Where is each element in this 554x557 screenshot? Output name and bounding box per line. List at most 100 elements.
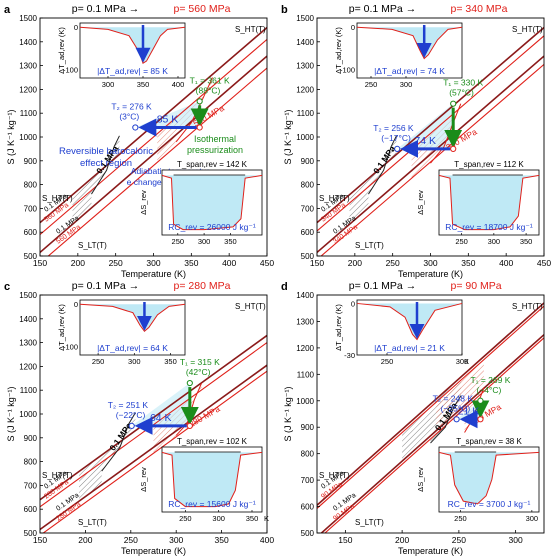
inset-curve	[438, 451, 540, 505]
inset-rc-label: RC_rev = 3700 J kg⁻¹	[448, 499, 531, 509]
y-tick-label: 1500	[19, 291, 37, 300]
inset-curve	[161, 174, 263, 231]
inset-y-label: ΔS_rev	[416, 467, 425, 492]
reversible-region	[397, 103, 454, 149]
inset-x-tick-label: 300	[400, 80, 413, 89]
y-tick-label: 800	[24, 458, 38, 467]
y-tick-label: 700	[24, 481, 38, 490]
label-s-ht-right: S_HT(T)	[512, 25, 543, 34]
label-t1: T₁ = 269 K	[470, 375, 510, 385]
point-base	[196, 124, 203, 131]
point-t1	[186, 379, 193, 387]
inset-x-tick-label: 350	[164, 357, 177, 366]
series-line-0	[317, 26, 544, 224]
label-t2-sub: (−25°C)	[441, 403, 471, 413]
label-t2-sub: (−22°C)	[116, 410, 146, 420]
x-axis-label: Temperature (K)	[398, 269, 463, 279]
label-s-lt-left: S_LT(T)	[355, 518, 384, 527]
panel-title-left: p= 0.1 MPa →	[72, 280, 139, 292]
y-tick-label: 800	[301, 181, 315, 190]
x-tick-label: 200	[71, 258, 85, 268]
inset-annotation: |ΔT_ad,rev| = 85 K	[97, 66, 168, 76]
label-s-ht-left: S_HT(T)	[319, 471, 350, 480]
inset-fill	[162, 175, 262, 230]
x-tick-label: 350	[215, 535, 229, 545]
y-tick-label: 1400	[296, 38, 314, 47]
label-s-ht-right: S_HT(T)	[235, 25, 266, 34]
panel-title-left: p= 0.1 MPa →	[349, 280, 416, 292]
label-t1: T₁ = 315 K	[180, 357, 220, 367]
inset-x-tick-label: 300	[526, 514, 539, 523]
inset-x-tick-label: 350	[520, 237, 533, 246]
y-axis-label: S (J K⁻¹ kg⁻¹)	[6, 109, 16, 164]
inset-curve	[438, 174, 540, 231]
label-s-ht-right: S_HT(T)	[235, 302, 266, 311]
inset-span-label: T_span,rev = 102 K	[177, 437, 248, 446]
inset-x-tick-label: 250	[179, 514, 192, 523]
label-t2: T₂ = 276 K	[111, 101, 152, 111]
label-t2: T₂ = 251 K	[108, 400, 149, 410]
transition-band-low	[349, 135, 397, 225]
inset-x-tick-label: 250	[92, 357, 105, 366]
label-t1: T₁ = 361 K	[190, 75, 230, 85]
inset-y-tick-label: -30	[344, 351, 355, 360]
x-tick-label: 400	[222, 258, 236, 268]
y-tick-label: 1300	[19, 62, 37, 71]
point-t2	[453, 416, 460, 423]
label-region-2: effect region	[80, 158, 132, 169]
label-s-ht-left: S_HT(T)	[42, 194, 73, 203]
x-tick-label: 200	[348, 258, 362, 268]
y-tick-label: 1400	[19, 315, 37, 324]
transition-band-low	[72, 135, 120, 225]
transition-band-low	[79, 412, 136, 502]
y-tick-label: 1300	[19, 339, 37, 348]
y-axis-label: S (J K⁻¹ kg⁻¹)	[283, 386, 293, 441]
inset-x-tick-label: 300	[128, 357, 141, 366]
y-tick-label: 1100	[20, 109, 38, 118]
x-tick-label: 200	[395, 535, 409, 545]
label-isothermal-2: pressurization	[187, 145, 243, 155]
inset-x-tick-label: 250	[454, 514, 467, 523]
series-line-1	[40, 364, 267, 531]
x-tick-label: 350	[184, 258, 198, 268]
x-tick-label: 450	[537, 258, 551, 268]
transition-curve-low	[430, 395, 462, 444]
y-tick-label: 500	[301, 529, 315, 538]
y-tick-label: 1200	[19, 362, 37, 371]
inset-curve	[161, 451, 263, 508]
point-t1	[477, 397, 484, 404]
y-tick-label: 1400	[19, 38, 37, 47]
inset-delta-s: 250 300 350 ΔS_rev T_span,rev = 142 K RC_rev …	[139, 160, 263, 246]
label-t1-sub: (57°C)	[449, 88, 474, 98]
x-axis-label: Temperature (K)	[121, 546, 186, 556]
x-tick-label: 350	[461, 258, 475, 268]
inset-curve	[356, 26, 463, 60]
label-s-ht-right: S_HT(T)	[512, 302, 543, 311]
y-axis-label: S (J K⁻¹ kg⁻¹)	[6, 386, 16, 441]
panel-title-right: p= 560 MPa	[174, 3, 231, 15]
inset-y-tick-label: 0	[351, 299, 355, 308]
inset-x-tick-label: 250	[455, 237, 468, 246]
x-axis-label: Temperature (K)	[121, 269, 186, 279]
y-tick-label: 1100	[20, 386, 38, 395]
point-base	[186, 422, 193, 429]
series-line-0	[40, 334, 267, 501]
series-line-3	[320, 63, 544, 256]
inset-x-tick-label: 350	[224, 237, 237, 246]
inset-x-tick-label: 350	[246, 514, 259, 523]
y-tick-label: 500	[24, 529, 38, 538]
x-tick-label: 300	[509, 535, 523, 545]
inset-y-label: ΔT_ad,rev (K)	[334, 304, 343, 351]
inset-x-unit: K	[264, 514, 269, 523]
label-s-ht-left: S_HT(T)	[319, 194, 350, 203]
y-tick-label: 900	[301, 423, 315, 432]
x-tick-label: 150	[33, 258, 47, 268]
inset-annotation: |ΔT_ad,rev| = 64 K	[97, 343, 168, 353]
x-tick-label: 150	[33, 535, 47, 545]
inset-x-tick-label: 300	[198, 237, 211, 246]
label-s-lt-left: S_LT(T)	[355, 241, 384, 250]
inset-y-label: ΔS_rev	[416, 190, 425, 215]
series-line-1	[317, 55, 544, 254]
